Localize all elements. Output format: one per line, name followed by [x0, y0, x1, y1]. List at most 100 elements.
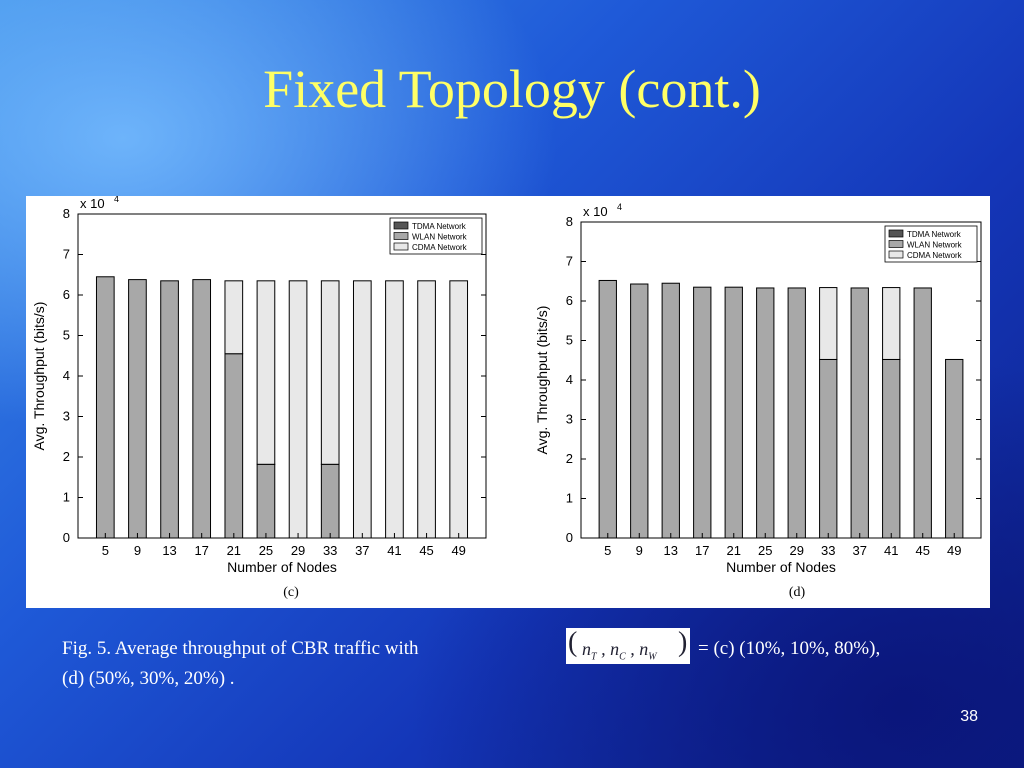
chart2-bar-wlan-37: [850, 287, 869, 539]
chart1-bar-cdma-21: [224, 280, 244, 355]
chart1-xtick-label: 33: [323, 543, 337, 558]
chart2-xtick-label: 25: [758, 543, 772, 558]
chart2-xtick-label: 45: [915, 543, 929, 558]
chart2-ytick-label: 8: [566, 214, 573, 229]
chart2-bar-wlan-45: [913, 287, 932, 539]
formula-sub-w: W: [648, 651, 657, 663]
formula-sub-c: C: [619, 651, 626, 663]
chart1-ytick-label: 3: [63, 409, 70, 424]
chart1-bar-wlan-13: [160, 280, 179, 539]
chart1-legend-label: WLAN Network: [412, 233, 468, 242]
chart1-y-multiplier: x 10: [80, 196, 105, 211]
chart1-ylabel: Avg. Throughput (bits/s): [31, 302, 47, 451]
chart1-xtick-label: 29: [291, 543, 305, 558]
chart1-legend-swatch: [393, 232, 409, 240]
chart1-panel-label: (c): [283, 585, 299, 600]
chart2-ytick-label: 1: [566, 491, 573, 506]
chart1-bar-cdma-37: [352, 280, 372, 539]
chart1-xtick-label: 41: [387, 543, 401, 558]
chart1-xtick-label: 17: [194, 543, 208, 558]
formula-n-w: n: [639, 639, 649, 659]
chart2-legend-swatch: [888, 229, 904, 238]
chart1-xtick-label: 45: [419, 543, 433, 558]
chart1-ytick-label: 2: [63, 449, 70, 464]
chart2-bar-wlan-9: [630, 283, 649, 539]
chart2-legend-label: WLAN Network: [907, 241, 963, 250]
chart1-ytick-label: 4: [63, 368, 70, 383]
chart2-legend-swatch: [888, 250, 904, 259]
chart2-bar-wlan-13: [661, 282, 680, 539]
chart1-xtick-label: 5: [102, 543, 109, 558]
chart2-ytick-label: 6: [566, 293, 573, 308]
chart1-ytick-label: 1: [63, 490, 70, 505]
chart1-ytick-label: 8: [63, 206, 70, 221]
chart2-xtick-label: 13: [664, 543, 678, 558]
formula-open-paren: (: [568, 627, 578, 658]
chart1-bar-wlan-21: [224, 353, 244, 539]
chart1-bar-cdma-25: [256, 280, 276, 465]
chart2-xtick-label: 37: [853, 543, 867, 558]
chart2-bar-cdma-33: [819, 287, 838, 360]
chart2-bar-wlan-29: [787, 287, 806, 539]
chart1-bar-cdma-49: [449, 280, 469, 539]
caption-line1-prefix: Fig. 5. Average throughput of CBR traffi…: [62, 638, 419, 659]
chart1-bar-wlan-5: [95, 276, 115, 539]
chart1-xtick-label: 37: [355, 543, 369, 558]
formula-sub-t: T: [591, 651, 597, 663]
chart1-xtick-label: 13: [162, 543, 176, 558]
chart2-xtick-label: 21: [727, 543, 741, 558]
chart2-bar-wlan-33: [819, 358, 838, 539]
chart1-bar-wlan-33: [320, 463, 340, 539]
chart2-bar-wlan-25: [756, 287, 775, 539]
slide-title: Fixed Topology (cont.): [263, 59, 761, 119]
chart1-y-multiplier-exp: 4: [114, 196, 119, 204]
chart2-xtick-label: 33: [821, 543, 835, 558]
chart2-xtick-label: 9: [636, 543, 643, 558]
chart2-xtick-label: 5: [604, 543, 611, 558]
chart2-ytick-label: 0: [566, 530, 573, 545]
formula-close-paren: ): [678, 627, 688, 658]
chart1-xtick-label: 21: [227, 543, 241, 558]
chart2-xtick-label: 41: [884, 543, 898, 558]
chart2-y-multiplier: x 10: [583, 204, 608, 219]
page-number: 38: [960, 708, 978, 725]
chart2-xtick-label: 49: [947, 543, 961, 558]
chart1-xtick-label: 9: [134, 543, 141, 558]
chart2-ytick-label: 4: [566, 372, 573, 387]
chart2-bar-wlan-21: [724, 286, 743, 539]
chart1-xtick-label: 49: [451, 543, 465, 558]
chart2-ytick-label: 5: [566, 333, 573, 348]
chart2-bar-wlan-5: [598, 279, 617, 539]
caption-line1-suffix: = (c) (10%, 10%, 80%),: [698, 638, 881, 659]
caption-line2: (d) (50%, 30%, 20%) .: [62, 668, 235, 689]
chart2-xtick-label: 29: [790, 543, 804, 558]
chart1-ytick-label: 5: [63, 328, 70, 343]
chart1-xtick-label: 25: [259, 543, 273, 558]
chart1-legend-swatch: [393, 242, 409, 251]
chart1-bar-wlan-9: [128, 279, 147, 539]
chart2-ytick-label: 2: [566, 451, 573, 466]
chart2-bar-cdma-41: [882, 287, 901, 360]
chart1-bar-cdma-45: [417, 280, 436, 539]
formula-n-c: n: [610, 639, 620, 659]
formula-n-t: n: [582, 639, 591, 659]
chart1-bar-wlan-17: [192, 279, 212, 539]
chart2-bar-wlan-17: [693, 286, 712, 539]
chart1-legend-label: TDMA Network: [412, 222, 467, 231]
chart2-panel-label: (d): [789, 585, 806, 600]
chart2-ytick-label: 7: [566, 254, 573, 269]
chart1-bar-cdma-33: [320, 280, 340, 465]
chart2-ylabel: Avg. Throughput (bits/s): [534, 306, 550, 455]
chart2-legend-swatch: [888, 240, 904, 248]
chart2-ytick-label: 3: [566, 412, 573, 427]
chart1-ytick-label: 7: [63, 247, 70, 262]
chart1-legend-label: CDMA Network: [412, 243, 468, 252]
chart2-legend-label: TDMA Network: [907, 230, 962, 239]
chart2-xtick-label: 17: [695, 543, 709, 558]
chart1-bar-wlan-25: [256, 463, 276, 539]
chart2-y-multiplier-exp: 4: [617, 202, 622, 212]
formula-body: nT , nC , nW: [582, 639, 657, 663]
chart1-legend-swatch: [393, 221, 409, 230]
